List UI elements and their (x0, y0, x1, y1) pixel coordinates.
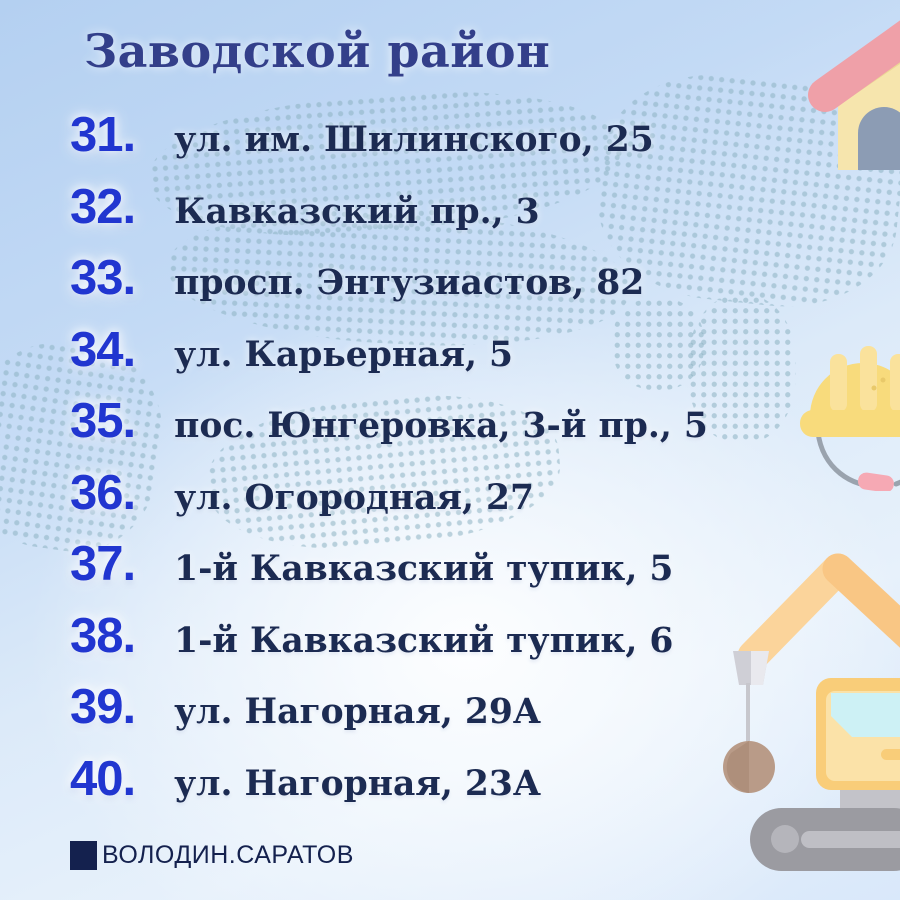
list-item-address: ул. Нагорная, 29А (174, 692, 541, 732)
list-item: 37. 1-й Кавказский тупик, 5 (70, 529, 790, 601)
list-item-number: 31. (70, 108, 136, 162)
wrecking-ball-crane-icon (723, 553, 900, 871)
list-item-number: 32. (70, 179, 136, 234)
list-item-address: 1-й Кавказский тупик, 6 (174, 620, 674, 661)
list-item: 36. ул. Огородная, 27 (70, 458, 790, 530)
list-item: 35. пос. Юнгеровка, 3-й пр., 5 (70, 386, 790, 458)
list-item: 39. ул. Нагорная, 29А (70, 672, 790, 744)
list-item-number: 35. (70, 394, 136, 448)
page-title: Заводской район (84, 24, 551, 78)
watermark: ВОЛОДИН.САРАТОВ (70, 841, 354, 870)
list-item-address: Кавказский пр., 3 (174, 191, 540, 232)
watermark-square-icon (70, 841, 97, 870)
hard-hat-icon (800, 346, 900, 491)
list-item: 31. ул. им. Шилинского, 25 (70, 100, 790, 172)
list-item-address: пос. Юнгеровка, 3-й пр., 5 (174, 406, 708, 446)
list-item-address: ул. Нагорная, 23А (174, 763, 541, 804)
list-item-number: 34. (70, 322, 136, 377)
list-item: 40. ул. Нагорная, 23А (70, 744, 790, 816)
dotted-world-map (688, 295, 796, 443)
house-icon (808, 20, 900, 170)
list-item-address: ул. Карьерная, 5 (174, 334, 513, 375)
list-item-address: ул. Огородная, 27 (174, 477, 534, 518)
list-item: 38. 1-й Кавказский тупик, 6 (70, 601, 790, 673)
watermark-label: ВОЛОДИН.САРАТОВ (102, 841, 354, 869)
address-list: 31. ул. им. Шилинского, 25 32. Кавказски… (70, 100, 790, 815)
list-item: 32. Кавказский пр., 3 (70, 172, 790, 244)
main-content: Заводской район 31. ул. им. Шилинского, … (70, 0, 900, 806)
list-item: 34. ул. Карьерная, 5 (70, 315, 790, 387)
list-item-number: 37. (70, 537, 136, 591)
list-item-number: 38. (70, 608, 136, 663)
list-item-address: 1-й Кавказский тупик, 5 (174, 549, 674, 589)
list-item-address: ул. им. Шилинского, 25 (174, 120, 654, 160)
list-item-number: 33. (70, 251, 136, 305)
list-item-number: 39. (70, 680, 136, 734)
list-item-address: просп. Энтузиастов, 82 (174, 263, 645, 303)
list-item-number: 36. (70, 465, 136, 520)
list-item-number: 40. (70, 751, 136, 806)
dotted-world-map (612, 298, 704, 390)
list-item: 33. просп. Энтузиастов, 82 (70, 243, 790, 315)
